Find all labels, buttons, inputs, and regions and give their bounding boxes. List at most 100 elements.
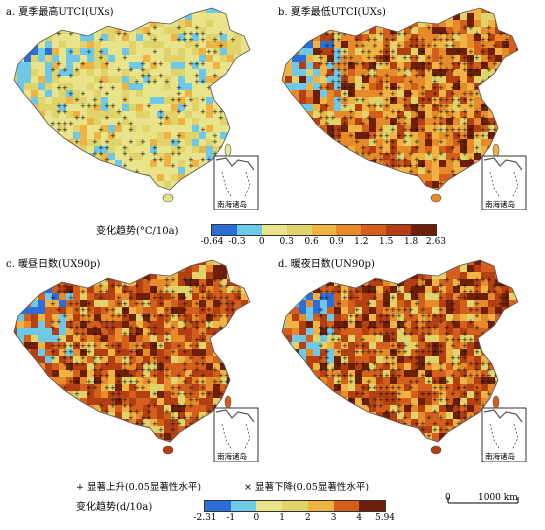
svg-text:+: + bbox=[56, 306, 62, 314]
svg-text:+: + bbox=[182, 390, 188, 398]
svg-text:+: + bbox=[140, 414, 146, 422]
svg-text:+: + bbox=[164, 282, 170, 290]
map-d: + + + + + + + + + + + + + + + ++ + + + + + + + + + + + + ++ + + + + + + + + +… bbox=[281, 259, 527, 462]
svg-text:+: + bbox=[56, 108, 62, 116]
svg-text:+: + bbox=[360, 72, 366, 80]
svg-text:+: + bbox=[486, 90, 492, 98]
svg-text:+: + bbox=[80, 318, 86, 326]
svg-text:+: + bbox=[450, 114, 456, 122]
svg-text:+: + bbox=[348, 108, 354, 116]
svg-text:+: + bbox=[224, 330, 230, 338]
svg-text:+: + bbox=[206, 312, 212, 320]
svg-text:+: + bbox=[116, 396, 122, 404]
svg-text:+: + bbox=[414, 102, 420, 110]
svg-text:+: + bbox=[462, 24, 468, 32]
svg-text:+: + bbox=[68, 348, 74, 356]
svg-text:+: + bbox=[188, 342, 194, 350]
svg-text:+: + bbox=[324, 114, 330, 122]
svg-text:+: + bbox=[396, 180, 402, 188]
svg-text:+: + bbox=[420, 72, 426, 80]
svg-text:+: + bbox=[92, 150, 98, 158]
svg-text:+: + bbox=[170, 276, 176, 284]
svg-text:+: + bbox=[164, 372, 170, 380]
svg-text:+: + bbox=[378, 30, 384, 38]
svg-text:+: + bbox=[432, 36, 438, 44]
svg-text:+: + bbox=[432, 90, 438, 98]
svg-text:+: + bbox=[158, 432, 164, 440]
svg-text:+: + bbox=[110, 168, 116, 176]
svg-text:+: + bbox=[236, 294, 242, 302]
significance-markers: ++++++++++++++++++++++++++++++++++++++++… bbox=[50, 24, 242, 188]
svg-text:+: + bbox=[390, 150, 396, 158]
svg-text:+: + bbox=[110, 102, 116, 110]
svg-text:+: + bbox=[116, 420, 122, 428]
svg-text:+: + bbox=[92, 138, 98, 146]
svg-text:+: + bbox=[218, 108, 224, 116]
svg-text:+: + bbox=[360, 120, 366, 128]
legend-bottom-tick: 5.94 bbox=[374, 513, 396, 523]
svg-text:+: + bbox=[110, 312, 116, 320]
svg-text:+: + bbox=[408, 66, 414, 74]
svg-text:+: + bbox=[140, 372, 146, 380]
svg-text:+: + bbox=[116, 372, 122, 380]
svg-text:+: + bbox=[354, 24, 360, 32]
svg-text:+: + bbox=[420, 60, 426, 68]
svg-text:+: + bbox=[98, 354, 104, 362]
svg-text:+: + bbox=[504, 36, 510, 44]
svg-text:+: + bbox=[218, 294, 224, 302]
map-b: + + + + + + + + + + + + + + + + + + + + + + + + + + + + + + + + + + + + + + + +… bbox=[281, 7, 527, 210]
svg-text:+: + bbox=[438, 126, 444, 134]
svg-text:+: + bbox=[414, 42, 420, 50]
svg-text:+: + bbox=[480, 36, 486, 44]
svg-text:+: + bbox=[336, 48, 342, 56]
svg-text:+: + bbox=[152, 48, 158, 56]
svg-text:+: + bbox=[324, 120, 330, 128]
svg-text:+: + bbox=[366, 48, 372, 56]
svg-text:+: + bbox=[224, 354, 230, 362]
svg-text:+: + bbox=[360, 144, 366, 152]
svg-text:+: + bbox=[342, 96, 348, 104]
svg-text:+: + bbox=[104, 342, 110, 350]
svg-text:+: + bbox=[212, 48, 218, 56]
svg-text:+: + bbox=[378, 132, 384, 140]
svg-text:+: + bbox=[152, 360, 158, 368]
svg-text:+: + bbox=[396, 114, 402, 122]
svg-text:+: + bbox=[188, 36, 194, 44]
svg-text:+: + bbox=[104, 408, 110, 416]
svg-text:+: + bbox=[206, 318, 212, 326]
svg-text:+: + bbox=[200, 60, 206, 68]
svg-text:+: + bbox=[390, 84, 396, 92]
svg-text:+: + bbox=[134, 420, 140, 428]
svg-text:+: + bbox=[456, 30, 462, 38]
svg-text:+: + bbox=[56, 180, 62, 188]
svg-text:+: + bbox=[104, 306, 110, 314]
svg-text:+: + bbox=[218, 390, 224, 398]
svg-text:+: + bbox=[68, 276, 74, 284]
svg-text:+: + bbox=[450, 66, 456, 74]
svg-text:+: + bbox=[152, 420, 158, 428]
svg-text:+: + bbox=[366, 150, 372, 158]
svg-text:+: + bbox=[366, 180, 372, 188]
svg-text:+: + bbox=[98, 366, 104, 374]
svg-text:+: + bbox=[426, 54, 432, 62]
svg-text:+: + bbox=[164, 408, 170, 416]
svg-text:+: + bbox=[200, 378, 206, 386]
scale-start: 0 bbox=[445, 493, 451, 503]
svg-text:+: + bbox=[236, 390, 242, 398]
svg-text:+: + bbox=[116, 30, 122, 38]
svg-text:+: + bbox=[366, 54, 372, 62]
svg-text:+: + bbox=[230, 300, 236, 308]
svg-text:+: + bbox=[378, 180, 384, 188]
svg-text:+: + bbox=[354, 174, 360, 182]
svg-text:+: + bbox=[56, 120, 62, 128]
svg-text:+: + bbox=[330, 66, 336, 74]
svg-text:+: + bbox=[98, 174, 104, 182]
svg-text:+: + bbox=[486, 36, 492, 44]
svg-text:+: + bbox=[80, 336, 86, 344]
svg-text:+: + bbox=[188, 282, 194, 290]
svg-text:+: + bbox=[366, 168, 372, 176]
svg-text:+: + bbox=[182, 30, 188, 38]
svg-text:+: + bbox=[128, 138, 134, 146]
svg-text:+: + bbox=[92, 96, 98, 104]
svg-text:+: + bbox=[354, 138, 360, 146]
